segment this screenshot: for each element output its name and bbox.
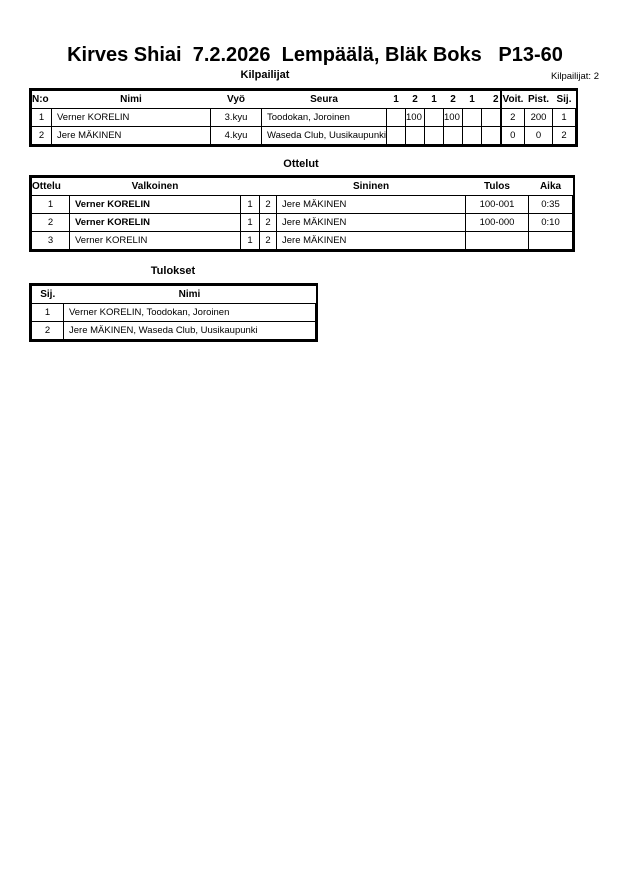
score-cell: [462, 126, 482, 145]
col-header: Sij.: [31, 285, 64, 304]
result-name: Verner KORELIN, Toodokan, Joroinen: [63, 303, 316, 322]
col-header: Tulos: [465, 177, 529, 196]
col-header: 2: [405, 90, 425, 109]
blue-fighter: Jere MÄKINEN: [276, 213, 466, 232]
result-rank: 1: [31, 303, 64, 322]
competitor-number: 2: [31, 126, 52, 145]
col-header: Voit.: [499, 90, 525, 109]
score-cell: [424, 126, 444, 145]
competitor-name: Jere MÄKINEN: [51, 126, 211, 145]
col-header: 1: [424, 90, 444, 109]
table-row: 1 Verner KORELIN, Toodokan, Joroinen: [31, 303, 316, 322]
match-time: 0:10: [528, 213, 573, 232]
white-fighter: Verner KORELIN: [69, 213, 241, 232]
col-header: Seura: [261, 90, 387, 109]
points: 200: [524, 108, 553, 127]
col-header: Sininen: [276, 177, 466, 196]
col-header: Vyö: [210, 90, 262, 109]
result-rank: 2: [31, 321, 64, 340]
col-header: Ottelu: [31, 177, 70, 196]
score-cell: [481, 108, 501, 127]
competitors-heading: Kilpailijat: [240, 69, 290, 81]
col-header: 2: [443, 90, 463, 109]
score-cell: [443, 126, 463, 145]
col-header: Valkoinen: [69, 177, 241, 196]
score-cell: [424, 108, 444, 127]
white-fighter: Verner KORELIN: [69, 195, 241, 214]
match-number: 2: [31, 213, 70, 232]
matches-table: Ottelu Valkoinen Sininen Tulos Aika 1 Ve…: [29, 175, 575, 252]
blue-marker: 2: [259, 231, 277, 250]
table-header: N:o Nimi Vyö Seura 1 2 1 2 1 2 Voit. Pis…: [31, 90, 576, 109]
white-fighter: Verner KORELIN: [69, 231, 241, 250]
match-number: 3: [31, 231, 70, 250]
score-cell: [386, 126, 406, 145]
col-header: Nimi: [51, 90, 211, 109]
wins: 2: [499, 108, 525, 127]
blue-fighter: Jere MÄKINEN: [276, 231, 466, 250]
score-cell: [462, 108, 482, 127]
match-result: 100-000: [465, 213, 529, 232]
match-time: [528, 231, 573, 250]
result-name: Jere MÄKINEN, Waseda Club, Uusikaupunki: [63, 321, 316, 340]
table-row: 2 Jere MÄKINEN, Waseda Club, Uusikaupunk…: [31, 321, 316, 340]
score-cell: [405, 126, 425, 145]
matches-heading: Ottelut: [283, 158, 319, 170]
col-header: Sij.: [552, 90, 576, 109]
score-cell: [481, 126, 501, 145]
col-header: 1: [462, 90, 482, 109]
table-header: Sij. Nimi: [31, 285, 316, 304]
col-header: 2: [481, 90, 501, 109]
col-header: Pist.: [524, 90, 553, 109]
col-header: Nimi: [63, 285, 316, 304]
competitor-name: Verner KORELIN: [51, 108, 211, 127]
match-result: 100-001: [465, 195, 529, 214]
table-row: 3 Verner KORELIN 1 2 Jere MÄKINEN: [31, 231, 573, 250]
competitor-belt: 4.kyu: [210, 126, 262, 145]
table-row: 1 Verner KORELIN 1 2 Jere MÄKINEN 100-00…: [31, 195, 573, 214]
score-cell: [386, 108, 406, 127]
blue-marker: 2: [259, 213, 277, 232]
results-table: Sij. Nimi 1 Verner KORELIN, Toodokan, Jo…: [29, 283, 318, 342]
results-heading: Tulokset: [150, 265, 196, 277]
table-row: 2 Verner KORELIN 1 2 Jere MÄKINEN 100-00…: [31, 213, 573, 232]
match-time: 0:35: [528, 195, 573, 214]
rank: 2: [552, 126, 576, 145]
match-number: 1: [31, 195, 70, 214]
white-marker: 1: [240, 195, 260, 214]
competitors-table: N:o Nimi Vyö Seura 1 2 1 2 1 2 Voit. Pis…: [29, 88, 578, 147]
white-marker: 1: [240, 213, 260, 232]
table-row: 1 Verner KORELIN 3.kyu Toodokan, Joroine…: [31, 108, 576, 127]
competitor-count: Kilpailijat: 2: [550, 71, 599, 82]
page-title: Kirves Shiai 7.2.2026 Lempäälä, Bläk Bok…: [67, 44, 563, 66]
table-row: 2 Jere MÄKINEN 4.kyu Waseda Club, Uusika…: [31, 126, 576, 145]
rank: 1: [552, 108, 576, 127]
score-cell: 100: [443, 108, 463, 127]
competitor-club: Toodokan, Joroinen: [261, 108, 387, 127]
white-marker: 1: [240, 231, 260, 250]
table-header: Ottelu Valkoinen Sininen Tulos Aika: [31, 177, 573, 196]
blue-marker: 2: [259, 195, 277, 214]
col-header: Aika: [528, 177, 573, 196]
competitor-number: 1: [31, 108, 52, 127]
score-cell: 100: [405, 108, 425, 127]
competitor-club: Waseda Club, Uusikaupunki: [261, 126, 387, 145]
col-header: 1: [386, 90, 406, 109]
points: 0: [524, 126, 553, 145]
blue-fighter: Jere MÄKINEN: [276, 195, 466, 214]
wins: 0: [499, 126, 525, 145]
competitor-belt: 3.kyu: [210, 108, 262, 127]
match-result: [465, 231, 529, 250]
col-header: N:o: [31, 90, 52, 109]
